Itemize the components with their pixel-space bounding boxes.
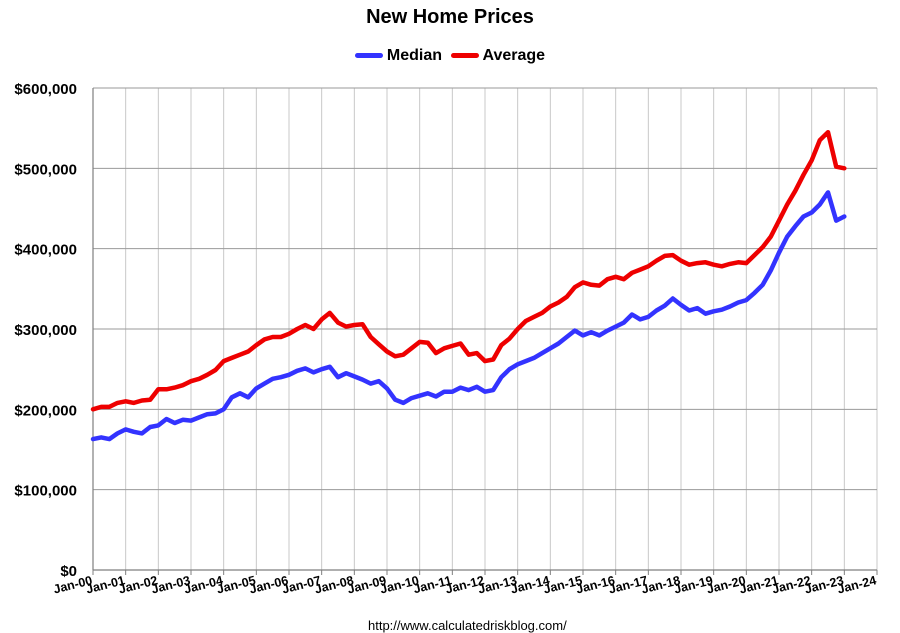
legend-swatch-median	[354, 53, 383, 58]
legend-label-median: Median	[386, 46, 443, 64]
legend-swatch-average	[450, 53, 479, 58]
y-tick-label: $200,000	[14, 402, 77, 419]
source-url: http://www.calculatedriskblog.com/	[368, 618, 567, 633]
chart-legend: Median Average	[0, 45, 900, 65]
series-line-median	[90, 190, 847, 442]
series-line-average	[90, 129, 847, 412]
chart-title: New Home Prices	[366, 6, 534, 28]
y-tick-label: $100,000	[14, 483, 77, 500]
y-tick-label: $600,000	[14, 81, 77, 98]
y-tick-label: $300,000	[14, 322, 77, 339]
legend-item-median: Median	[354, 46, 443, 65]
y-tick-label: $500,000	[14, 161, 77, 178]
legend-item-average: Average	[450, 46, 546, 65]
legend-label-average: Average	[482, 46, 546, 64]
y-tick-label: $0	[60, 563, 77, 580]
y-tick-label: $400,000	[14, 242, 77, 259]
